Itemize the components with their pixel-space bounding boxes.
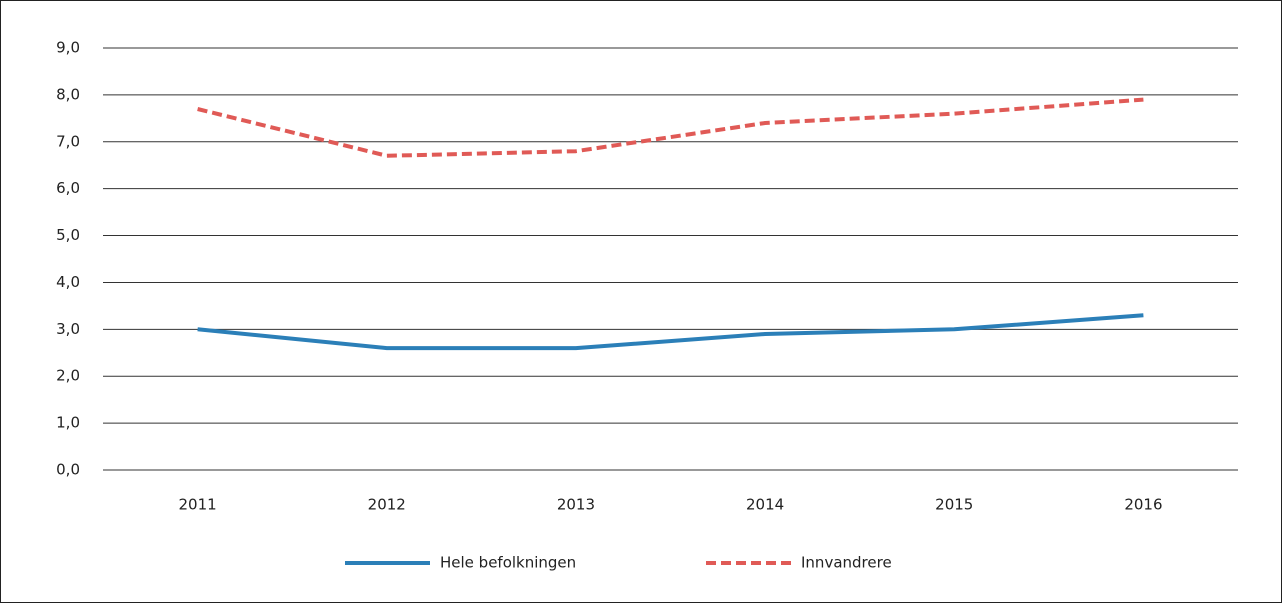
legend-label: Innvandrere: [801, 554, 892, 572]
x-tick-label: 2011: [178, 496, 216, 514]
y-tick-label: 7,0: [56, 132, 80, 150]
y-tick-label: 9,0: [56, 39, 80, 57]
y-tick-label: 1,0: [56, 414, 80, 432]
legend-label: Hele befolkningen: [440, 554, 576, 572]
y-tick-label: 5,0: [56, 226, 80, 244]
series-line: [197, 313, 1144, 351]
x-tick-label: 2016: [1124, 496, 1162, 514]
y-tick-label: 6,0: [56, 179, 80, 197]
y-tick-label: 8,0: [56, 85, 80, 103]
x-tick-label: 2014: [746, 496, 784, 514]
x-tick-label: 2012: [368, 496, 406, 514]
y-tick-label: 3,0: [56, 320, 80, 338]
x-tick-label: 2013: [557, 496, 595, 514]
y-tick-label: 4,0: [56, 273, 80, 291]
series-line: [197, 97, 1144, 158]
y-tick-label: 2,0: [56, 367, 80, 385]
x-tick-label: 2015: [935, 496, 973, 514]
y-tick-label: 0,0: [56, 461, 80, 479]
